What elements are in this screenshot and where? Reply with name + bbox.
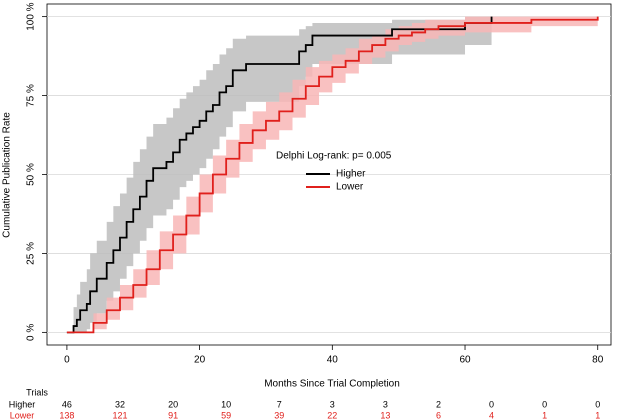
- risk-count: 2: [436, 399, 441, 409]
- y-tick-label: 75 %: [26, 84, 37, 107]
- x-tick-label: 0: [64, 355, 70, 366]
- risk-count: 59: [221, 410, 231, 420]
- risk-count: 6: [436, 410, 441, 420]
- risk-row-label: Lower: [10, 410, 35, 420]
- risk-count: 13: [380, 410, 390, 420]
- x-tick-label: 40: [327, 355, 339, 366]
- x-tick-label: 80: [592, 355, 604, 366]
- y-tick-label: 100 %: [26, 2, 37, 30]
- x-axis-label: Months Since Trial Completion: [264, 379, 400, 390]
- legend-label: Lower: [336, 182, 364, 193]
- risk-count: 39: [274, 410, 284, 420]
- risk-count: 3: [330, 399, 335, 409]
- y-axis-label: Cumulative Publication Rate: [2, 112, 13, 238]
- y-tick-label: 25 %: [26, 242, 37, 265]
- x-tick-label: 20: [194, 355, 206, 366]
- risk-count: 7: [277, 399, 282, 409]
- legend-title: Delphi Log-rank: p= 0.005: [276, 151, 392, 162]
- step-line: [66, 16, 493, 334]
- risk-count: 1: [542, 410, 547, 420]
- x-tick-label: 60: [459, 355, 471, 366]
- risk-count: 46: [62, 399, 72, 409]
- step-line: [66, 16, 599, 334]
- risk-count: 32: [115, 399, 125, 409]
- risk-count: 3: [383, 399, 388, 409]
- y-tick-label: 0 %: [26, 324, 37, 341]
- risk-count: 4: [489, 410, 494, 420]
- y-tick-label: 50 %: [26, 163, 37, 186]
- risk-count: 1: [595, 410, 600, 420]
- risk-count: 0: [595, 399, 600, 409]
- risk-count: 121: [112, 410, 127, 420]
- risk-count: 91: [168, 410, 178, 420]
- legend-label: Higher: [336, 169, 366, 180]
- risk-count: 0: [542, 399, 547, 409]
- risk-count: 0: [489, 399, 494, 409]
- risk-row-label: Higher: [9, 399, 36, 409]
- risk-count: 22: [327, 410, 337, 420]
- risk-count: 20: [168, 399, 178, 409]
- risk-table-title: Trials: [26, 387, 48, 397]
- risk-count: 10: [221, 399, 231, 409]
- risk-count: 138: [59, 410, 74, 420]
